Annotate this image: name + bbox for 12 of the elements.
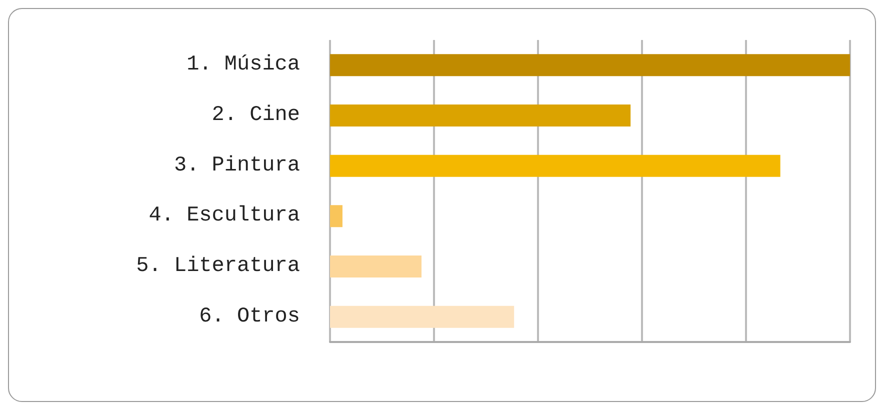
y-tick-label: 6. Otros (199, 305, 300, 328)
bar (330, 256, 422, 278)
bar (330, 154, 780, 177)
y-tick-label: 2. Cine (212, 104, 300, 127)
y-tick-label: 1. Música (186, 54, 300, 77)
bar (330, 104, 631, 126)
bar (330, 306, 514, 328)
bar (330, 205, 342, 228)
y-tick-label: 5. Literatura (136, 255, 300, 278)
y-tick-label: 4. Escultura (148, 204, 300, 228)
y-tick-label: 3. Pintura (174, 154, 300, 178)
bar (330, 54, 850, 76)
